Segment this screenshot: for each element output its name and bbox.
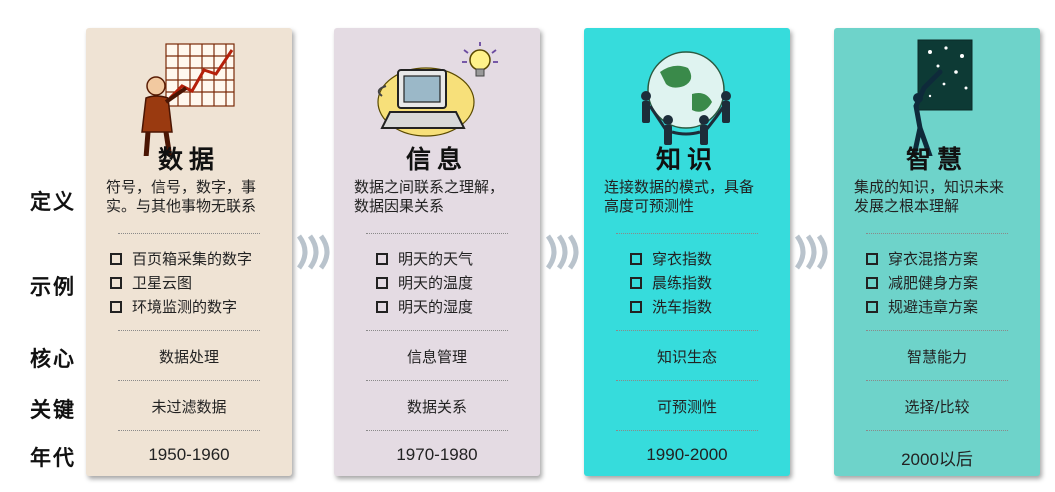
stage-key: 数据关系 bbox=[406, 398, 467, 416]
examples-list: 穿衣指数 晨练指数 洗车指数 bbox=[630, 247, 784, 319]
divider bbox=[866, 233, 1008, 234]
row-label-examples: 示例 bbox=[30, 275, 76, 299]
divider bbox=[866, 330, 1008, 331]
list-item: 穿衣指数 bbox=[630, 247, 784, 271]
divider bbox=[118, 233, 260, 234]
row-label-era: 年代 bbox=[30, 446, 76, 470]
stage-card-data: 数据 符号，信号，数字，事 实。与其他事物无联系 百页箱采集的数字 卫星云图 环境… bbox=[86, 28, 292, 476]
people-globe-icon bbox=[584, 36, 790, 156]
chevron-arrow-icon bbox=[297, 234, 330, 270]
stage-key: 未过滤数据 bbox=[151, 398, 227, 416]
checkbox-icon bbox=[866, 277, 878, 289]
stage-era: 1970-1980 bbox=[396, 445, 478, 464]
stage-core: 智慧能力 bbox=[906, 348, 967, 366]
divider bbox=[366, 330, 508, 331]
chevron-arrow-icon bbox=[546, 234, 579, 270]
divider bbox=[616, 233, 758, 234]
list-item: 明天的温度 bbox=[376, 271, 534, 295]
checkbox-icon bbox=[630, 253, 642, 265]
divider bbox=[118, 330, 260, 331]
checkbox-icon bbox=[110, 277, 122, 289]
stage-key: 选择/比较 bbox=[904, 398, 970, 416]
examples-list: 百页箱采集的数字 卫星云图 环境监测的数字 bbox=[110, 247, 286, 319]
list-item: 百页箱采集的数字 bbox=[110, 247, 286, 271]
checkbox-icon bbox=[630, 301, 642, 313]
stage-definition: 数据之间联系之理解， 数据因果关系 bbox=[354, 178, 505, 215]
stage-definition: 集成的知识，知识未来 发展之根本理解 bbox=[854, 178, 1005, 215]
stage-card-wisdom: 智慧 集成的知识，知识未来 发展之根本理解 穿衣混搭方案 减肥健身方案 规避违章方… bbox=[834, 28, 1040, 476]
divider bbox=[616, 430, 758, 431]
list-item: 穿衣混搭方案 bbox=[866, 247, 1034, 271]
divider bbox=[866, 430, 1008, 431]
computer-lightbulb-icon bbox=[334, 36, 540, 156]
divider bbox=[366, 380, 508, 381]
list-item: 晨练指数 bbox=[630, 271, 784, 295]
stage-title: 信息 bbox=[405, 145, 468, 174]
stage-title: 智慧 bbox=[905, 145, 968, 174]
list-item: 卫星云图 bbox=[110, 271, 286, 295]
checkbox-icon bbox=[376, 253, 388, 265]
stage-card-info: 信息 数据之间联系之理解， 数据因果关系 明天的天气 明天的温度 明天的湿度 信息… bbox=[334, 28, 540, 476]
checkbox-icon bbox=[630, 277, 642, 289]
list-item: 明天的湿度 bbox=[376, 295, 534, 319]
examples-list: 明天的天气 明天的温度 明天的湿度 bbox=[376, 247, 534, 319]
divider bbox=[118, 380, 260, 381]
chart-presenter-icon bbox=[86, 36, 292, 159]
stage-title: 数据 bbox=[157, 145, 220, 174]
divider bbox=[366, 430, 508, 431]
list-item: 明天的天气 bbox=[376, 247, 534, 271]
checkbox-icon bbox=[866, 253, 878, 265]
chevron-arrow-icon bbox=[795, 234, 828, 270]
stage-era: 2000以后 bbox=[901, 450, 973, 469]
row-label-core: 核心 bbox=[30, 347, 76, 371]
stage-core: 知识生态 bbox=[656, 348, 717, 366]
list-item: 规避违章方案 bbox=[866, 295, 1034, 319]
divider bbox=[366, 233, 508, 234]
stage-era: 1950-1960 bbox=[148, 445, 230, 464]
checkbox-icon bbox=[376, 277, 388, 289]
divider bbox=[616, 330, 758, 331]
stage-definition: 连接数据的模式，具备 高度可预测性 bbox=[604, 178, 755, 215]
checkbox-icon bbox=[866, 301, 878, 313]
row-label-definition: 定义 bbox=[30, 190, 76, 214]
divider bbox=[118, 430, 260, 431]
stage-card-knowledge: 知识 连接数据的模式，具备 高度可预测性 穿衣指数 晨练指数 洗车指数 知识生态 … bbox=[584, 28, 790, 476]
examples-list: 穿衣混搭方案 减肥健身方案 规避违章方案 bbox=[866, 247, 1034, 319]
stage-core: 数据处理 bbox=[158, 348, 219, 366]
stage-definition: 符号，信号，数字，事 实。与其他事物无联系 bbox=[106, 178, 257, 215]
list-item: 减肥健身方案 bbox=[866, 271, 1034, 295]
checkbox-icon bbox=[110, 253, 122, 265]
reaching-stars-icon bbox=[834, 36, 1040, 159]
stage-title: 知识 bbox=[655, 145, 718, 174]
divider bbox=[616, 380, 758, 381]
checkbox-icon bbox=[110, 301, 122, 313]
list-item: 洗车指数 bbox=[630, 295, 784, 319]
stage-key: 可预测性 bbox=[656, 398, 717, 416]
list-item: 环境监测的数字 bbox=[110, 295, 286, 319]
checkbox-icon bbox=[376, 301, 388, 313]
divider bbox=[866, 380, 1008, 381]
stage-core: 信息管理 bbox=[406, 348, 467, 366]
row-label-key: 关键 bbox=[30, 398, 76, 422]
stage-era: 1990-2000 bbox=[646, 445, 728, 464]
